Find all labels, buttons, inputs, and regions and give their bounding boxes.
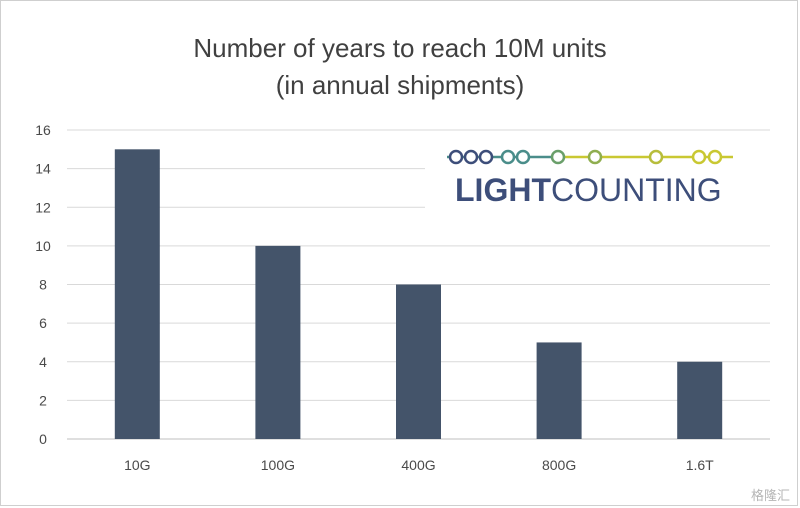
y-tick-label: 12: [35, 199, 51, 215]
y-tick-label: 6: [39, 315, 47, 331]
y-axis-ticks: 0 2 4 6 8 10 12 14 16: [35, 122, 51, 447]
x-category-label: 400G: [401, 457, 435, 473]
logo-text-light: COUNTING: [551, 172, 722, 208]
x-category-label: 1.6T: [686, 457, 714, 473]
chart-subtitle: (in annual shipments): [276, 70, 525, 100]
y-tick-label: 2: [39, 392, 47, 408]
y-tick-label: 14: [35, 161, 51, 177]
x-axis-labels: 10G 100G 400G 800G 1.6T: [124, 457, 714, 473]
y-tick-label: 16: [35, 122, 51, 138]
bar-800g: [536, 342, 582, 439]
bar-100g: [255, 245, 301, 439]
y-tick-label: 10: [35, 238, 51, 254]
fiber-chain-icon: [447, 149, 733, 165]
logo-backdrop: [425, 132, 775, 212]
bar-400g: [396, 284, 441, 439]
lightcounting-logo: LIGHTCOUNTING: [425, 132, 775, 212]
x-category-label: 800G: [542, 457, 576, 473]
bar-10g: [114, 149, 160, 439]
bars: [114, 149, 723, 439]
logo-wordmark: LIGHTCOUNTING: [455, 172, 722, 208]
y-tick-label: 0: [39, 431, 47, 447]
x-category-label: 100G: [261, 457, 295, 473]
chart-title: Number of years to reach 10M units: [193, 33, 606, 63]
bar-1-6t: [677, 361, 723, 439]
x-category-label: 10G: [124, 457, 150, 473]
logo-text-strong: LIGHT: [455, 172, 551, 208]
y-tick-label: 4: [39, 354, 47, 370]
y-tick-label: 8: [39, 277, 47, 293]
watermark: 格隆汇: [750, 488, 790, 503]
